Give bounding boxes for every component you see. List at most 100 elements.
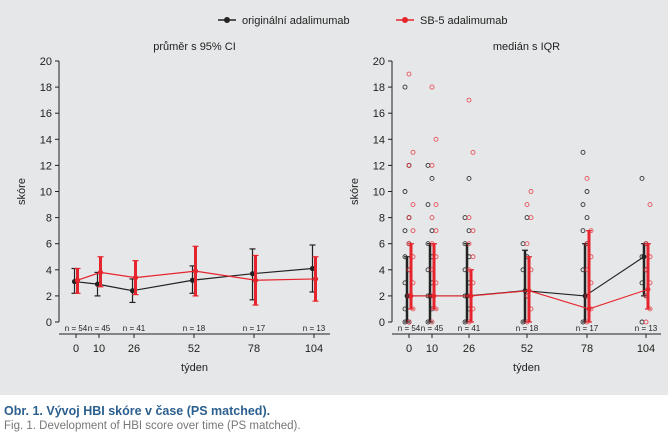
raw-point (433, 228, 439, 234)
raw-point (429, 162, 435, 168)
y-tick-label: 18 (40, 82, 52, 94)
x-tick-label: 26 (463, 343, 475, 355)
raw-point (580, 228, 586, 234)
x-tick-label: 104 (637, 343, 655, 355)
data-point (94, 281, 101, 287)
y-tick-label: 18 (373, 82, 385, 94)
raw-point (410, 202, 416, 208)
legend-label: SB-5 adalimumab (420, 15, 507, 27)
raw-point (470, 254, 476, 260)
median-point (526, 288, 532, 294)
raw-point (466, 97, 472, 103)
raw-point (584, 189, 590, 194)
n-label: n = 41 (458, 324, 481, 333)
y-axis-label: skóre (16, 178, 28, 205)
raw-point (433, 202, 439, 208)
raw-point (429, 319, 435, 325)
raw-point (580, 149, 586, 155)
raw-point (429, 84, 435, 90)
series-line (74, 267, 313, 292)
raw-point (429, 215, 435, 221)
y-tick-label: 12 (40, 160, 52, 172)
raw-point (643, 319, 649, 325)
raw-point (429, 175, 435, 181)
chart-area: originální adalimumab SB-5 adalimumab prům… (0, 0, 668, 395)
median-point (468, 293, 474, 299)
chart-svg: originální adalimumab SB-5 adalimumab prům… (16, 15, 661, 374)
n-label: n = 17 (576, 324, 599, 333)
x-tick-label: 0 (406, 343, 412, 355)
raw-point (584, 175, 590, 181)
n-label: n = 45 (421, 324, 444, 333)
raw-point (402, 189, 408, 194)
y-tick-label: 8 (379, 213, 385, 225)
y-tick-label: 6 (379, 239, 385, 251)
x-tick-label: 104 (305, 343, 323, 355)
median-line (411, 288, 649, 310)
panel-title: průměr s 95% CI (153, 41, 236, 53)
y-tick-label: 20 (373, 56, 385, 68)
x-axis-label: týden (181, 362, 208, 374)
n-label: n = 18 (516, 324, 539, 333)
y-tick-label: 4 (379, 265, 385, 277)
data-point (129, 288, 136, 294)
median-point (408, 293, 414, 299)
y-tick-label: 14 (373, 134, 385, 146)
data-point (309, 265, 316, 272)
raw-point (524, 215, 530, 221)
x-tick-label: 52 (521, 343, 533, 355)
n-label: n = 54 (65, 324, 88, 333)
y-tick-label: 0 (46, 317, 52, 329)
y-axis-label: skóre (349, 178, 361, 205)
x-tick-label: 10 (426, 343, 438, 355)
data-point (252, 277, 259, 283)
data-point (97, 269, 104, 276)
median-point (586, 306, 592, 312)
n-label: n = 13 (303, 324, 326, 333)
raw-point (470, 228, 476, 234)
raw-point (524, 241, 530, 247)
x-tick-label: 78 (581, 343, 593, 355)
raw-point (528, 189, 534, 194)
x-tick-label: 0 (73, 343, 79, 355)
data-point (192, 268, 199, 274)
raw-point (406, 162, 412, 168)
y-tick-label: 14 (40, 134, 52, 146)
data-point (312, 276, 319, 282)
legend-marker (224, 17, 230, 23)
raw-point (647, 202, 653, 208)
n-label: n = 13 (635, 324, 658, 333)
raw-point (580, 202, 586, 208)
raw-point (466, 241, 472, 247)
x-axis-label: týden (513, 362, 540, 374)
caption-subtitle: Fig. 1. Development of HBI score over ti… (4, 420, 301, 432)
raw-point (425, 202, 431, 208)
raw-point (402, 228, 408, 234)
x-tick-label: 78 (248, 343, 260, 355)
panel-title: medián s IQR (493, 41, 560, 53)
n-label: n = 45 (88, 324, 111, 333)
raw-point (462, 215, 468, 221)
n-label: n = 18 (183, 324, 206, 333)
caption-title: Obr. 1. Vývoj HBI skóre v čase (PS match… (4, 404, 271, 418)
raw-point (639, 175, 645, 181)
raw-point (429, 228, 435, 234)
y-tick-label: 10 (373, 187, 385, 199)
series-line (77, 270, 316, 281)
median-point (645, 286, 651, 292)
raw-point (470, 149, 476, 155)
raw-point (402, 84, 408, 90)
y-tick-label: 16 (373, 108, 385, 120)
raw-point (520, 241, 526, 247)
data-point (189, 277, 196, 283)
y-tick-label: 0 (379, 317, 385, 329)
raw-point (410, 228, 416, 234)
raw-point (466, 228, 472, 234)
y-tick-label: 10 (40, 187, 52, 199)
y-tick-label: 2 (379, 291, 385, 303)
n-label: n = 54 (398, 324, 421, 333)
raw-point (466, 215, 472, 221)
raw-point (528, 215, 534, 221)
raw-point (406, 319, 412, 325)
